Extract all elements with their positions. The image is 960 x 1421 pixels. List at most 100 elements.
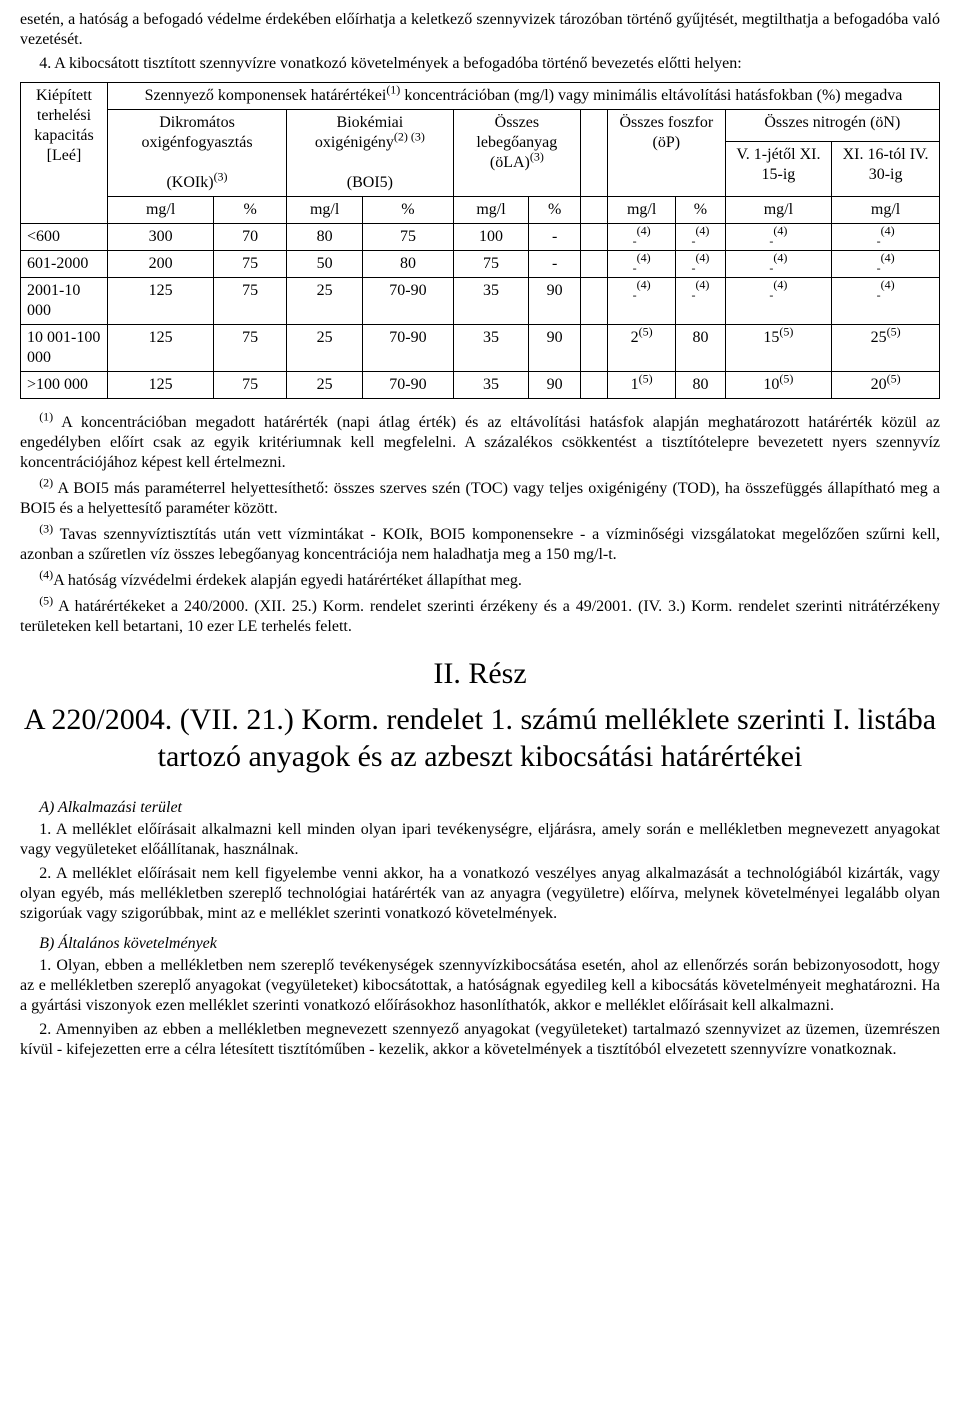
cell: 1(5): [608, 372, 676, 399]
col5a-head: V. 1-jétől XI. 15-ig: [725, 141, 832, 196]
cell: 125: [108, 325, 214, 372]
note-1: (1) A koncentrációban megadott határérté…: [20, 413, 940, 473]
cell: 80: [363, 251, 454, 278]
cell: 75: [214, 325, 287, 372]
col3-sup: (3): [530, 150, 544, 164]
gap-cell: [581, 251, 608, 278]
table-row: 601-2000 200 75 50 80 75 - -(4) -(4) -(4…: [21, 251, 940, 278]
note-2: (2) A BOI5 más paraméterrel helyettesíth…: [20, 479, 940, 519]
intro-p1: esetén, a hatóság a befogadó védelme érd…: [20, 10, 940, 50]
cell: -: [529, 224, 581, 251]
cell: 70-90: [363, 325, 454, 372]
u-pct-1: %: [214, 197, 287, 224]
heading-title: A 220/2004. (VII. 21.) Korm. rendelet 1.…: [20, 701, 940, 776]
header-span-sup: (1): [386, 83, 400, 97]
rowhead: Kiépített terhelési kapacitás [Leé]: [21, 83, 108, 224]
cell: 35: [453, 372, 529, 399]
cell: 25(5): [832, 325, 940, 372]
cell-range: 601-2000: [21, 251, 108, 278]
cell: 70-90: [363, 372, 454, 399]
cell: 300: [108, 224, 214, 251]
gap-cell: [581, 278, 608, 325]
cell: 70-90: [363, 278, 454, 325]
note-sup: (5): [39, 594, 53, 608]
gap-cell: [581, 224, 608, 251]
col3-head: Összes lebegőanyag (öLA)(3): [453, 110, 580, 197]
cell: -(4): [608, 251, 676, 278]
u-pct-3: %: [529, 197, 581, 224]
cell: -(4): [608, 224, 676, 251]
cell: 50: [287, 251, 363, 278]
cell: 2(5): [608, 325, 676, 372]
cell: -(4): [832, 278, 940, 325]
cell: 15(5): [725, 325, 832, 372]
note-text: A hatóság vízvédelmi érdekek alapján egy…: [53, 572, 522, 589]
cell-range: 10 001-100 000: [21, 325, 108, 372]
cell: 25: [287, 325, 363, 372]
u-mgl-2: mg/l: [287, 197, 363, 224]
col1-head: Dikromátos oxigénfogyasztás (KOIk)(3): [108, 110, 287, 197]
secA-p1: 1. A melléklet előírásait alkalmazni kel…: [20, 820, 940, 860]
secB-label: B) Általános követelmények: [20, 934, 940, 954]
cell: -(4): [676, 278, 725, 325]
cell: 200: [108, 251, 214, 278]
cell: 90: [529, 372, 581, 399]
cell: 80: [676, 325, 725, 372]
u-mgl-3: mg/l: [453, 197, 529, 224]
col1-text: Dikromátos oxigénfogyasztás: [141, 114, 252, 151]
cell: 90: [529, 325, 581, 372]
note-text: Tavas szennyvíztisztítás után vett vízmi…: [20, 526, 940, 563]
secA-p2: 2. A melléklet előírásait nem kell figye…: [20, 864, 940, 924]
col4-head: Összes foszfor (öP): [608, 110, 726, 197]
table-row: >100 000 125 75 25 70-90 35 90 1(5) 80 1…: [21, 372, 940, 399]
note-text: A határértékeket a 240/2000. (XII. 25.) …: [20, 598, 940, 635]
u-pct-2: %: [363, 197, 454, 224]
u-mgl-4: mg/l: [608, 197, 676, 224]
col2-sub: (BOI5): [347, 174, 393, 191]
cell: 35: [453, 325, 529, 372]
cell: 10(5): [725, 372, 832, 399]
limits-table: Kiépített terhelési kapacitás [Leé] Szen…: [20, 82, 940, 399]
cell: 125: [108, 372, 214, 399]
table-row: 10 001-100 000 125 75 25 70-90 35 90 2(5…: [21, 325, 940, 372]
cell: -: [529, 251, 581, 278]
cell: 75: [214, 372, 287, 399]
secB-p1: 1. Olyan, ebben a mellékletben nem szere…: [20, 956, 940, 1016]
cell-range: <600: [21, 224, 108, 251]
table-row: <600 300 70 80 75 100 - -(4) -(4) -(4) -…: [21, 224, 940, 251]
cell: -(4): [725, 251, 832, 278]
u-mgl-6: mg/l: [832, 197, 940, 224]
note-sup: (1): [39, 410, 53, 424]
cell: 25: [287, 372, 363, 399]
col2-sup: (2) (3): [394, 130, 425, 144]
note-text: A BOI5 más paraméterrel helyettesíthető:…: [20, 480, 940, 517]
table-row: 2001-10 000 125 75 25 70-90 35 90 -(4) -…: [21, 278, 940, 325]
page-root: esetén, a hatóság a befogadó védelme érd…: [0, 0, 960, 1104]
cell: 75: [214, 251, 287, 278]
cell-range: >100 000: [21, 372, 108, 399]
cell: 35: [453, 278, 529, 325]
note-3: (3) Tavas szennyvíztisztítás után vett v…: [20, 525, 940, 565]
cell: -(4): [676, 251, 725, 278]
cell: -(4): [832, 224, 940, 251]
note-4: (4)A hatóság vízvédelmi érdekek alapján …: [20, 571, 940, 591]
u-mgl-1: mg/l: [108, 197, 214, 224]
col3-sub: (öLA): [490, 154, 530, 171]
cell: 20(5): [832, 372, 940, 399]
col3-text: Összes lebegőanyag: [476, 114, 557, 151]
header-span: Szennyező komponensek határértékei(1) ko…: [108, 83, 940, 110]
secA-label: A) Alkalmazási terület: [20, 798, 940, 818]
cell-range: 2001-10 000: [21, 278, 108, 325]
cell: 75: [453, 251, 529, 278]
header-span-tail: koncentrációban (mg/l) vagy minimális el…: [400, 87, 902, 104]
col1-sup: (3): [214, 170, 228, 184]
cell: -(4): [725, 278, 832, 325]
cell: 70: [214, 224, 287, 251]
note-sup: (4): [39, 568, 53, 582]
intro-p2: 4. A kibocsátott tisztított szennyvízre …: [20, 54, 940, 74]
gap-cell: [581, 372, 608, 399]
u-pct-4: %: [676, 197, 725, 224]
cell: 80: [287, 224, 363, 251]
col2-head: Biokémiai oxigénigény(2) (3) (BOI5): [287, 110, 454, 197]
cell: 125: [108, 278, 214, 325]
